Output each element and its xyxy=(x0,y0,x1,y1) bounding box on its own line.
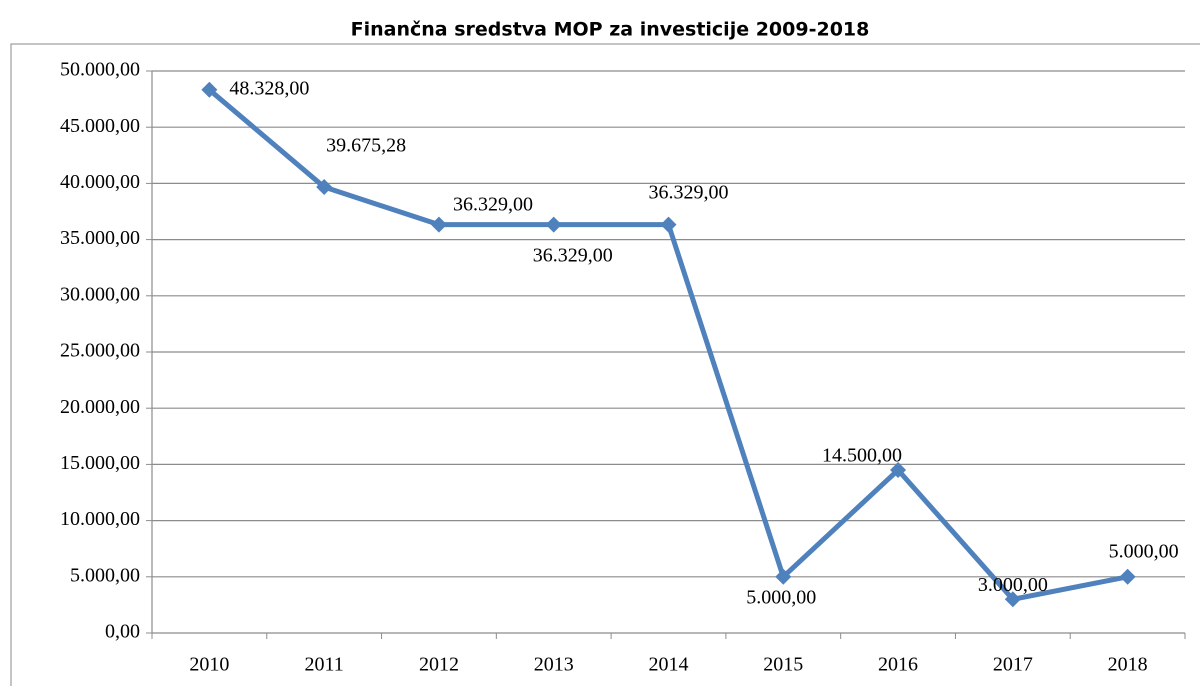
y-tick-label: 45.000,00 xyxy=(60,115,140,137)
y-tick-label: 35.000,00 xyxy=(60,227,140,249)
x-tick-label: 2012 xyxy=(419,654,459,676)
x-tick-label: 2016 xyxy=(878,654,918,676)
y-tick-label: 30.000,00 xyxy=(60,283,140,305)
marker xyxy=(775,568,792,585)
data-label: 36.329,00 xyxy=(453,193,533,215)
y-tick-label: 10.000,00 xyxy=(60,508,140,530)
chart-frame xyxy=(10,43,1200,686)
data-label: 14.500,00 xyxy=(822,445,902,467)
marker xyxy=(1119,568,1136,585)
data-label: 36.329,00 xyxy=(649,181,729,203)
y-tick-label: 15.000,00 xyxy=(60,452,140,474)
y-tick-label: 40.000,00 xyxy=(60,171,140,193)
marker xyxy=(430,216,447,233)
data-label: 48.328,00 xyxy=(229,77,309,99)
marker xyxy=(890,462,907,479)
x-tick-label: 2013 xyxy=(534,654,574,676)
x-tick-label: 2015 xyxy=(763,654,803,676)
marker xyxy=(201,81,218,98)
chart-title: Finančna sredstva MOP za investicije 200… xyxy=(351,19,870,41)
y-tick-label: 0,00 xyxy=(105,621,140,643)
y-tick-label: 20.000,00 xyxy=(60,396,140,418)
data-label: 3.000,00 xyxy=(978,574,1048,596)
x-tick-label: 2014 xyxy=(649,654,689,676)
marker xyxy=(316,179,333,196)
x-tick-label: 2011 xyxy=(305,654,344,676)
y-tick-label: 50.000,00 xyxy=(60,59,140,81)
marker xyxy=(1004,591,1021,608)
data-label: 5.000,00 xyxy=(1109,540,1179,562)
y-tick-label: 5.000,00 xyxy=(70,564,140,586)
x-tick-label: 2010 xyxy=(189,654,229,676)
data-label: 36.329,00 xyxy=(533,244,613,266)
x-tick-label: 2017 xyxy=(993,654,1033,676)
data-label: 5.000,00 xyxy=(746,586,816,608)
marker xyxy=(545,216,562,233)
marker xyxy=(660,216,677,233)
y-tick-label: 25.000,00 xyxy=(60,340,140,362)
x-tick-label: 2018 xyxy=(1108,654,1148,676)
data-label: 39.675,28 xyxy=(326,135,406,157)
line xyxy=(207,87,1129,602)
